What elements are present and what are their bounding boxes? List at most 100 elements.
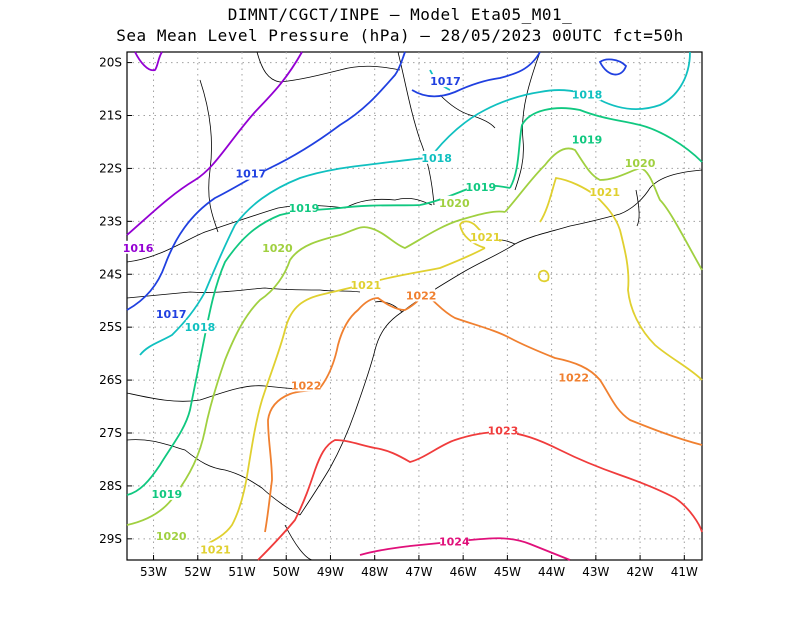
x-tick-label: 48W xyxy=(361,565,388,579)
x-tick-label: 43W xyxy=(582,565,609,579)
contour-label-bg xyxy=(292,378,321,392)
isobar-1021 xyxy=(204,247,486,546)
isobar-1023 xyxy=(257,431,703,561)
x-tick-label: 49W xyxy=(317,565,344,579)
x-tick-label: 42W xyxy=(627,565,654,579)
contour-label-bg xyxy=(440,195,469,209)
y-tick-label: 22S xyxy=(99,161,122,175)
contour-label: 1016 xyxy=(123,242,154,255)
contour-label-bg xyxy=(157,306,186,320)
isobar-1020 xyxy=(126,210,506,526)
contour-label-bg xyxy=(236,166,265,180)
state-border xyxy=(199,79,219,233)
contour-label-bg xyxy=(152,486,181,500)
state-border xyxy=(126,385,321,402)
y-tick-label: 25S xyxy=(99,320,122,334)
isobar-1018 xyxy=(429,51,691,159)
state-border xyxy=(126,287,361,299)
isobar-1016 xyxy=(134,51,163,72)
contour-label-bg xyxy=(559,370,588,384)
state-border xyxy=(514,51,541,191)
contour-label: 1022 xyxy=(558,371,589,384)
isobar-1019 xyxy=(509,107,703,189)
contour-label: 1024 xyxy=(439,535,470,548)
chart-title-line1: DIMNT/CGCT/INPE – Model Eta05_M01_ xyxy=(227,5,573,24)
x-tick-label: 46W xyxy=(450,565,477,579)
x-tick-label: 41W xyxy=(671,565,698,579)
contour-label-bg xyxy=(440,534,469,548)
contour-label-bg xyxy=(407,288,436,302)
contour-label: 1017 xyxy=(156,308,187,321)
contour-label-bg xyxy=(201,542,230,556)
isobar-1021 xyxy=(539,177,703,381)
y-tick-label: 27S xyxy=(99,426,122,440)
contour-label-bg xyxy=(466,179,495,193)
isobar-1017 xyxy=(598,58,628,76)
contour-label: 1021 xyxy=(351,279,382,292)
y-axis-ticks: 20S 21S 22S 23S 24S 25S 26S 27S 28S 29S xyxy=(99,56,132,546)
contour-label-bg xyxy=(431,74,460,88)
contour-label-bg xyxy=(573,132,601,146)
x-axis-ticks: 53W 52W 51W 50W 49W 48W 47W 46W 45W 44W 43W 42W 41W xyxy=(140,555,698,579)
y-tick-label: 24S xyxy=(99,267,122,281)
y-tick-label: 20S xyxy=(99,56,122,70)
grid-lines xyxy=(127,52,702,560)
contour-label: 1018 xyxy=(421,152,452,165)
isobar-1017 xyxy=(126,51,406,311)
coastline xyxy=(635,189,640,227)
coastline xyxy=(299,169,703,516)
contour-label: 1023 xyxy=(488,424,519,437)
contour-label-bg xyxy=(263,240,292,254)
y-tick-label: 28S xyxy=(99,479,122,493)
isobar-1019 xyxy=(126,184,511,496)
isobar-1024 xyxy=(359,537,571,561)
isobar-1021 xyxy=(537,269,550,283)
contour-label: 1021 xyxy=(589,186,620,199)
contour-label: 1021 xyxy=(470,231,501,244)
contour-label-bg xyxy=(351,277,380,291)
contour-label: 1018 xyxy=(572,88,603,101)
y-tick-label: 23S xyxy=(99,214,122,228)
state-border xyxy=(397,51,435,206)
x-tick-label: 47W xyxy=(405,565,432,579)
contour-label: 1020 xyxy=(156,530,187,543)
coastline xyxy=(439,94,496,129)
isobar-contours xyxy=(126,51,703,561)
x-tick-label: 51W xyxy=(228,565,255,579)
contour-label: 1020 xyxy=(439,197,470,210)
contour-label: 1020 xyxy=(625,157,656,170)
contour-label-bg xyxy=(626,156,655,170)
contour-label-bg xyxy=(422,150,451,164)
isobar-1020 xyxy=(504,147,703,271)
isobar-1018 xyxy=(139,157,431,356)
isobar-1017 xyxy=(411,51,541,98)
state-border xyxy=(126,439,301,516)
contour-label: 1019 xyxy=(289,202,320,215)
contour-label: 1017 xyxy=(236,168,267,181)
contour-labels: 1016101710171017101810181018101910191019… xyxy=(123,74,656,556)
contour-label-bg xyxy=(471,230,500,244)
contour-label-bg xyxy=(124,240,153,254)
contour-label: 1022 xyxy=(406,289,437,302)
contour-label: 1020 xyxy=(262,242,293,255)
y-tick-label: 21S xyxy=(99,109,122,123)
contour-label-bg xyxy=(590,185,619,199)
x-tick-label: 45W xyxy=(494,565,521,579)
x-tick-label: 50W xyxy=(273,565,300,579)
contour-label-bg xyxy=(185,320,214,334)
state-border xyxy=(256,51,401,83)
contour-label-bg xyxy=(488,423,517,437)
x-tick-label: 52W xyxy=(184,565,211,579)
contour-label: 1022 xyxy=(291,379,322,392)
contour-label: 1019 xyxy=(466,181,497,194)
contour-label: 1018 xyxy=(185,321,216,334)
isobar-1022 xyxy=(264,293,703,533)
contour-label-bg xyxy=(157,529,186,543)
y-tick-label: 26S xyxy=(99,373,122,387)
x-tick-label: 53W xyxy=(140,565,167,579)
contour-label-bg xyxy=(289,201,318,215)
contour-label: 1019 xyxy=(572,133,603,146)
contour-label: 1017 xyxy=(430,75,461,88)
plot-frame xyxy=(126,51,703,561)
